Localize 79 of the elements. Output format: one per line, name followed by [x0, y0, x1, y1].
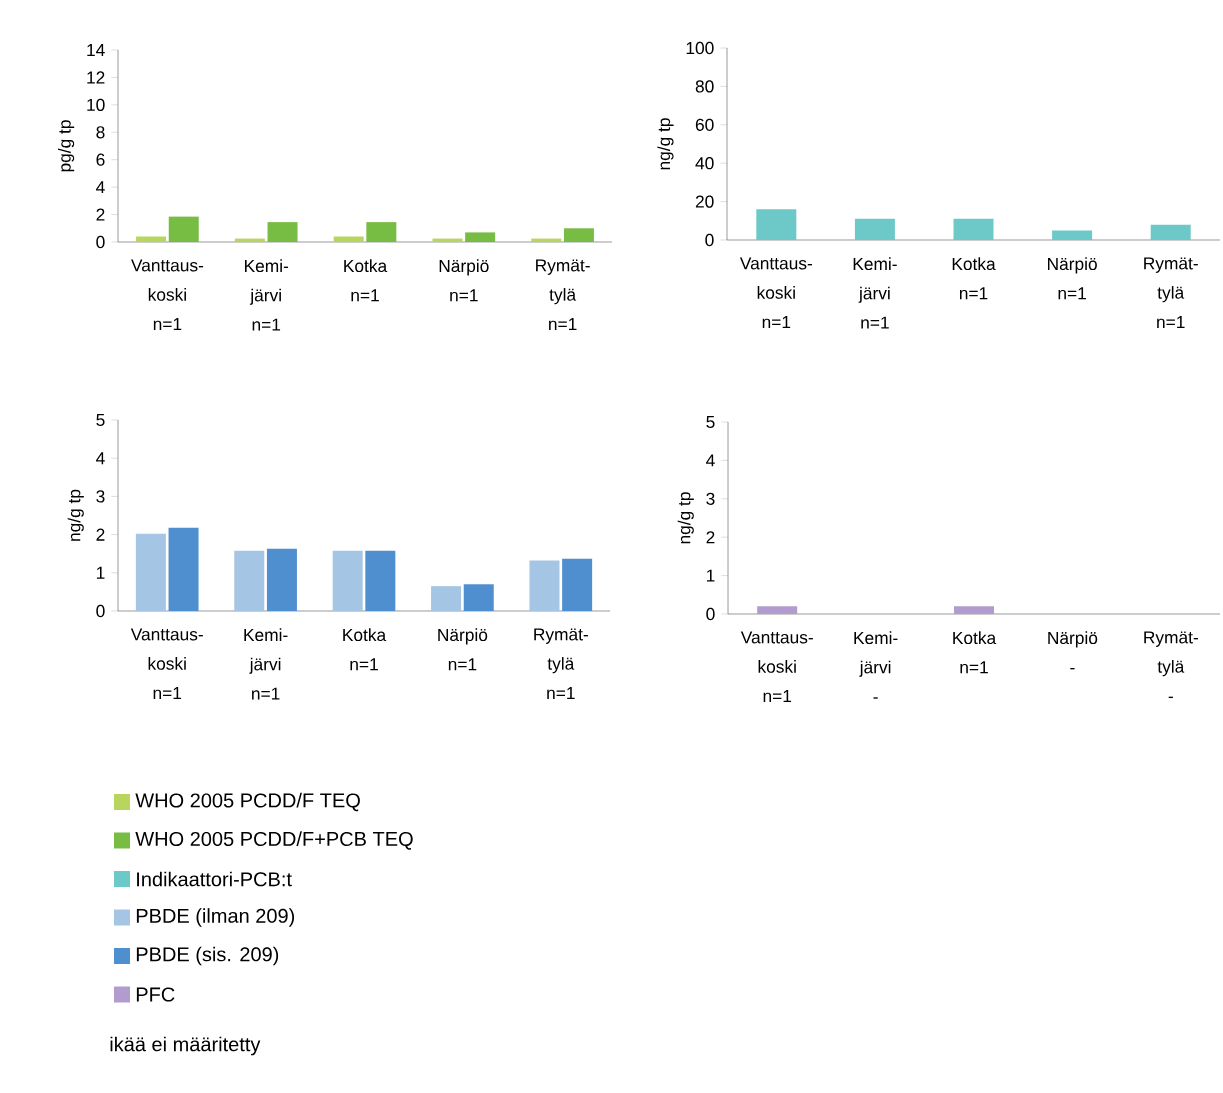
bar: [562, 558, 593, 611]
y-axis-title: ng/g tp: [67, 489, 84, 541]
legend-label: Indikaattori-PCB:t: [137, 871, 292, 887]
x-tick-label: Vanttaus-koski n=1: [131, 259, 204, 330]
bar: [465, 232, 496, 242]
x-tick-label: Vanttaus-koski n=1: [739, 257, 812, 328]
x-tick-label: Kemi-järvi n=1: [244, 628, 288, 700]
bar: [756, 209, 797, 240]
y-tick-label: 12: [87, 71, 105, 84]
y-tick-label: 20: [695, 195, 714, 208]
y-tick-label: 5: [706, 415, 715, 429]
bar: [168, 527, 199, 611]
bar: [234, 550, 265, 611]
legend-label: PBDE (sis. 209): [136, 946, 279, 966]
y-tick-label: 6: [96, 153, 105, 166]
legend-label: PBDE (ilman 209): [136, 908, 295, 927]
y-tick-label: 2: [96, 208, 105, 221]
bar: [854, 218, 895, 240]
x-tick-label: Rymät-tylä -: [1144, 631, 1198, 699]
bar: [953, 218, 994, 240]
y-tick-label: 60: [695, 118, 714, 131]
y-tick-label: 0: [96, 235, 105, 249]
y-tick-label: 2: [706, 531, 715, 544]
y-tick-label: 0: [705, 233, 714, 247]
x-tick-label: Kotka n=1: [953, 631, 997, 674]
x-tick-label: Rymät-tylä n=1: [534, 628, 588, 699]
y-tick-label: 3: [96, 490, 105, 503]
y-tick-label: 0: [96, 604, 105, 618]
bar: [366, 222, 397, 242]
bar: [529, 560, 560, 611]
bar: [267, 222, 298, 242]
x-tick-label: Kotka n=1: [952, 257, 996, 300]
y-tick-label: 8: [96, 126, 105, 139]
x-tick-label: Kotka n=1: [343, 628, 387, 671]
bar: [463, 584, 494, 611]
bar: [136, 236, 167, 242]
x-tick-label: Närpiö -: [1048, 631, 1098, 670]
y-tick-label: 3: [706, 492, 715, 505]
y-axis-title: ng/g tp: [657, 118, 674, 170]
y-tick-label: 0: [706, 607, 715, 621]
x-tick-label: Kemi-järvi -: [854, 631, 898, 699]
bar: [135, 533, 166, 611]
legend-label: WHO 2005 PCDD/F TEQ: [135, 792, 360, 812]
y-tick-label: 14: [87, 44, 105, 56]
text: ikää ei määritetty: [110, 1036, 261, 1056]
bar: [168, 216, 199, 242]
bar: [1052, 230, 1093, 240]
y-tick-label: 5: [96, 413, 105, 427]
bar: [365, 550, 396, 611]
x-tick-label: Rymät-tylä n=1: [536, 259, 590, 330]
y-tick-label: 1: [96, 566, 105, 579]
y-tick-label: 100: [686, 41, 714, 55]
y-tick-label: 40: [695, 157, 714, 170]
x-tick-label: Kemi-järvi n=1: [853, 257, 897, 329]
y-tick-label: 10: [87, 98, 105, 111]
x-tick-label: Kemi-järvi n=1: [245, 259, 289, 331]
y-axis-title: pg/g tp: [58, 120, 75, 172]
bar: [431, 586, 462, 611]
bar: [332, 550, 363, 611]
x-tick-label: Närpiö n=1: [439, 259, 489, 302]
bar: [266, 548, 297, 611]
x-tick-label: Kotka n=1: [344, 259, 388, 302]
bar: [1150, 224, 1191, 240]
x-tick-label: Vanttaus-koski n=1: [130, 628, 203, 699]
x-tick-label: Vanttaus-koski n=1: [740, 631, 813, 702]
bar: [563, 228, 594, 242]
legend-label: PFC: [136, 987, 175, 1002]
y-tick-label: 4: [96, 181, 105, 194]
legend-label: WHO 2005 PCDD/F+PCB TEQ: [135, 831, 413, 850]
bar: [333, 236, 364, 242]
y-tick-label: 2: [96, 528, 105, 541]
x-tick-label: Närpiö n=1: [1048, 257, 1097, 300]
y-axis-title: ng/g tp: [677, 492, 694, 544]
x-tick-label: Rymät-tylä n=1: [1144, 257, 1198, 328]
y-tick-label: 4: [706, 454, 715, 467]
y-tick-label: 80: [695, 80, 714, 93]
x-tick-label: Närpiö n=1: [438, 628, 488, 671]
y-tick-label: 4: [96, 452, 105, 465]
y-tick-label: 1: [706, 569, 715, 582]
